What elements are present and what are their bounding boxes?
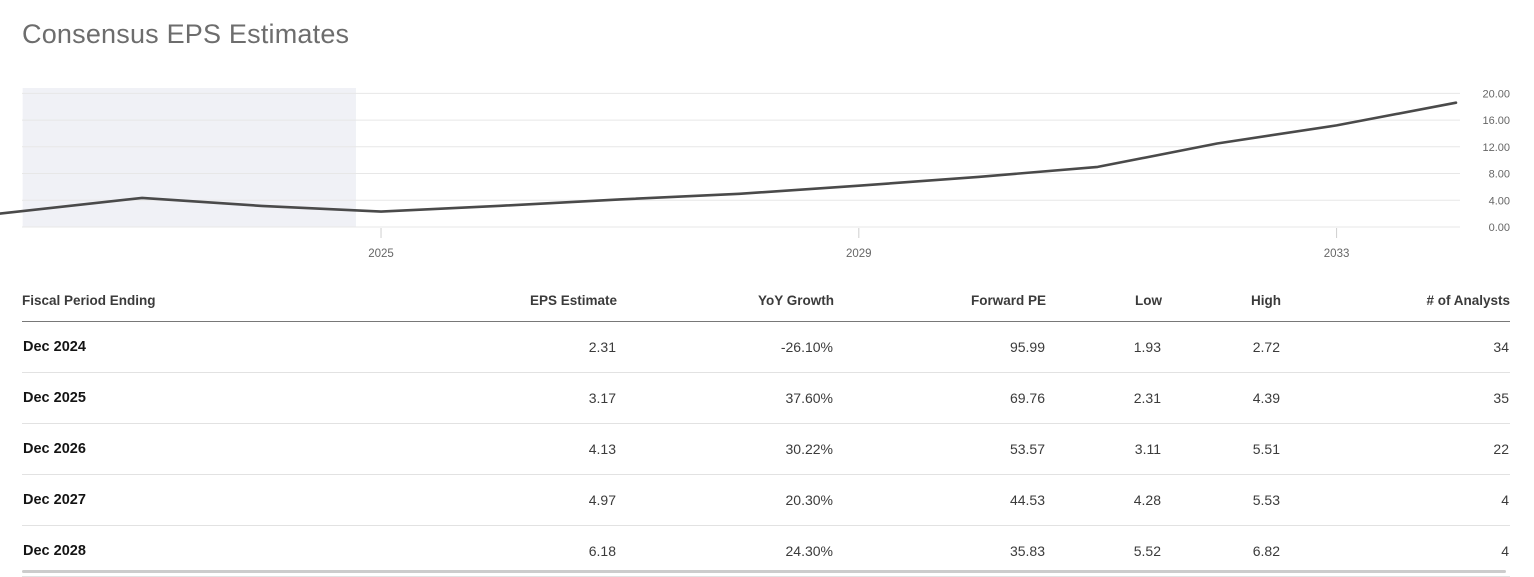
fiscal-period-cell: Dec 2026 — [22, 423, 322, 475]
col-header-num-analysts: # of Analysts — [1281, 285, 1510, 322]
table-header-row: Fiscal Period Ending EPS Estimate YoY Gr… — [22, 285, 1510, 322]
y-axis-label: 16.00 — [1482, 115, 1510, 127]
y-axis-label: 4.00 — [1489, 195, 1510, 207]
eps-estimate-cell: 6.18 — [322, 525, 617, 577]
y-axis-label: 20.00 — [1482, 88, 1510, 100]
forward-pe-cell: 53.57 — [834, 423, 1046, 475]
num-analysts-cell: 4 — [1281, 474, 1510, 526]
eps-estimate-cell: 2.31 — [322, 321, 617, 373]
eps-estimate-cell: 4.97 — [322, 474, 617, 526]
eps-estimate-cell: 4.13 — [322, 423, 617, 475]
forward-pe-cell: 69.76 — [834, 372, 1046, 424]
fiscal-period-cell: Dec 2024 — [22, 321, 322, 373]
fiscal-period-cell: Dec 2025 — [22, 372, 322, 424]
forward-pe-cell: 44.53 — [834, 474, 1046, 526]
yoy-growth-cell: 37.60% — [617, 372, 834, 424]
x-axis-label: 2033 — [1324, 248, 1350, 260]
fiscal-period-cell: Dec 2028 — [22, 525, 322, 577]
yoy-growth-cell: 20.30% — [617, 474, 834, 526]
low-cell: 2.31 — [1046, 372, 1162, 424]
high-cell: 6.82 — [1162, 525, 1281, 577]
yoy-growth-cell: 30.22% — [617, 423, 834, 475]
yoy-growth-cell: 24.30% — [617, 525, 834, 577]
high-cell: 5.51 — [1162, 423, 1281, 475]
col-header-fiscal-period: Fiscal Period Ending — [22, 285, 322, 322]
y-axis-label: 8.00 — [1489, 169, 1510, 181]
x-axis-label: 2025 — [368, 248, 394, 260]
table-row: Dec 2024 2.31 -26.10% 95.99 1.93 2.72 34 — [22, 321, 1510, 373]
eps-estimates-table: Fiscal Period Ending EPS Estimate YoY Gr… — [22, 285, 1510, 577]
col-header-yoy-growth: YoY Growth — [617, 285, 834, 322]
col-header-forward-pe: Forward PE — [834, 285, 1046, 322]
fiscal-period-cell: Dec 2027 — [22, 474, 322, 526]
num-analysts-cell: 34 — [1281, 321, 1510, 373]
num-analysts-cell: 22 — [1281, 423, 1510, 475]
col-header-high: High — [1162, 285, 1281, 322]
eps-line-chart-canvas: 2025 2029 2033 0.00 4.00 8.00 12.00 16.00 20.00 — [0, 88, 1510, 260]
table-row: Dec 2028 6.18 24.30% 35.83 5.52 6.82 4 — [22, 525, 1510, 577]
eps-estimate-line — [0, 101, 1458, 215]
page-title: Consensus EPS Estimates — [22, 19, 350, 49]
eps-estimates-chart: 2025 2029 2033 0.00 4.00 8.00 12.00 16.00 20.00 — [0, 88, 1534, 260]
x-axis-label: 2029 — [846, 248, 872, 260]
high-cell: 5.53 — [1162, 474, 1281, 526]
eps-estimate-cell: 3.17 — [322, 372, 617, 424]
forward-pe-cell: 95.99 — [834, 321, 1046, 373]
y-axis-label: 0.00 — [1489, 222, 1510, 234]
low-cell: 4.28 — [1046, 474, 1162, 526]
num-analysts-cell: 4 — [1281, 525, 1510, 577]
num-analysts-cell: 35 — [1281, 372, 1510, 424]
low-cell: 3.11 — [1046, 423, 1162, 475]
low-cell: 5.52 — [1046, 525, 1162, 577]
table-row: Dec 2025 3.17 37.60% 69.76 2.31 4.39 35 — [22, 372, 1510, 424]
high-cell: 2.72 — [1162, 321, 1281, 373]
y-axis-label: 12.00 — [1482, 142, 1510, 154]
low-cell: 1.93 — [1046, 321, 1162, 373]
col-header-eps-estimate: EPS Estimate — [322, 285, 617, 322]
high-cell: 4.39 — [1162, 372, 1281, 424]
horizontal-scrollbar[interactable] — [22, 570, 1506, 573]
col-header-low: Low — [1046, 285, 1162, 322]
table-row: Dec 2027 4.97 20.30% 44.53 4.28 5.53 4 — [22, 474, 1510, 526]
forward-pe-cell: 35.83 — [834, 525, 1046, 577]
yoy-growth-cell: -26.10% — [617, 321, 834, 373]
table-row: Dec 2026 4.13 30.22% 53.57 3.11 5.51 22 — [22, 423, 1510, 475]
